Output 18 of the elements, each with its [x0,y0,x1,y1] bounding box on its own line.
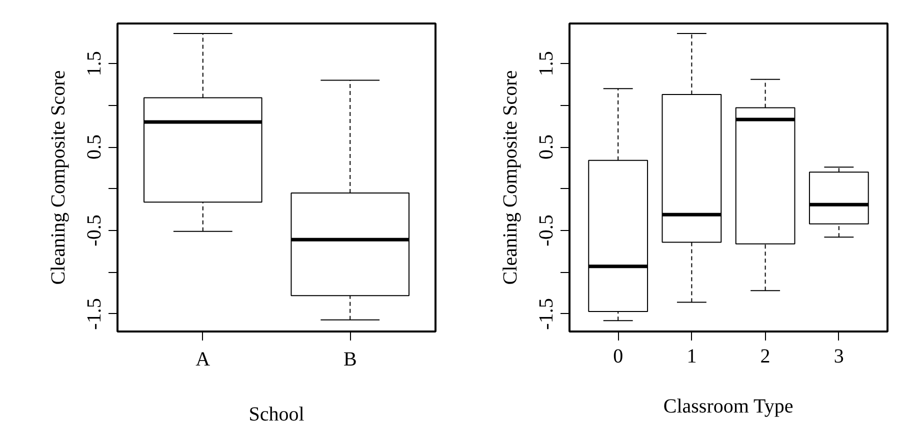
y-axis-title: Cleaning Composite Score [500,70,522,285]
y-tick-label: -1.5 [84,298,106,330]
y-tick-label: -0.5 [84,214,106,246]
y-tick-label: -0.5 [536,214,558,246]
y-tick-label: -1.5 [536,298,558,330]
x-axis-title: School [248,404,305,426]
x-tick-label: 1 [686,346,697,368]
y-tick-label: 0.5 [84,134,106,160]
y-tick-label: 1.5 [536,51,558,76]
x-tick-label: A [196,348,211,370]
x-tick-label: B [343,348,357,370]
y-tick-label: 1.5 [84,51,106,76]
x-tick-label: 0 [613,346,624,368]
x-tick-label: 3 [834,346,844,368]
y-tick-label: 0.5 [536,134,558,160]
x-tick-label: 2 [760,346,770,368]
x-axis-title: Classroom Type [663,396,794,418]
y-axis-title: Cleaning Composite Score [48,70,70,285]
